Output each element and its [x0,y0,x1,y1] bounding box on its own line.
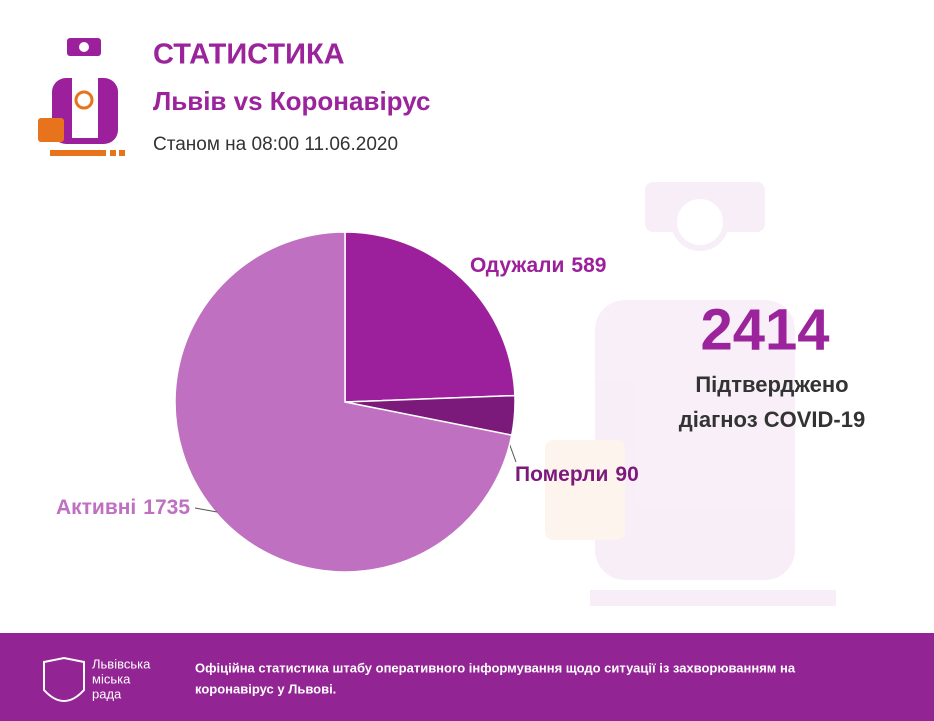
title: СТАТИСТИКА [153,39,345,71]
slice-label: Активні 1735 [56,496,190,519]
pie-chart: Одужали 589 Померли 90 Активні 1735 [56,231,639,573]
pie-slice [344,231,516,403]
slice-category: Активні [56,496,136,519]
coat-of-arms [43,656,85,702]
slice-category: Одужали [470,254,564,277]
leader-line [194,507,218,513]
logo-text: міська [92,671,131,686]
footer-text: коронавірус у Львові. [195,681,336,696]
subtitle: Львів vs Коронавірус [153,86,430,116]
slice-value: 589 [571,254,606,277]
total-label: діагноз COVID-19 [679,407,865,432]
slice-category: Померли [515,463,608,486]
total-label: Підтверджено [695,372,848,397]
logo-icon [38,38,125,156]
date: Станом на 08:00 11.06.2020 [153,134,398,155]
slice-value: 90 [615,463,638,486]
slice-label: Померли 90 [515,463,639,486]
logo-text: Львівська [92,656,151,671]
pie-slice [174,231,513,573]
footer-band [0,633,934,721]
slice-label: Одужали 589 [470,254,606,277]
total: 2414 [700,297,829,362]
background-illustration [545,182,836,606]
slice-value: 1735 [143,496,190,519]
logo-text: рада [92,686,122,701]
footer-text: Офіційна статистика штабу оперативного і… [195,660,796,675]
